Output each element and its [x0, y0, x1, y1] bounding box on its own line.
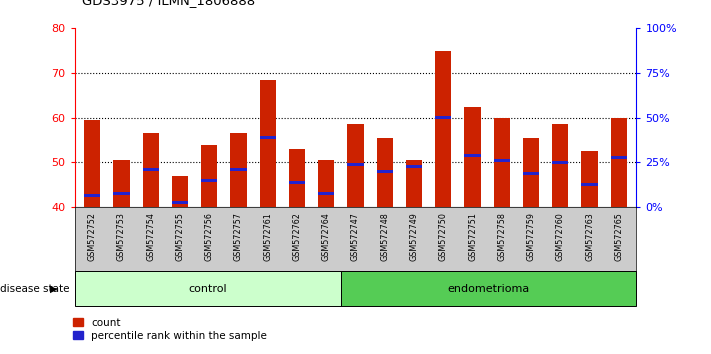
Legend: count, percentile rank within the sample: count, percentile rank within the sample — [69, 314, 271, 345]
Text: GSM572751: GSM572751 — [468, 212, 477, 261]
Text: GSM572754: GSM572754 — [146, 212, 155, 261]
Text: disease state: disease state — [0, 284, 70, 293]
Bar — [493, 118, 510, 207]
Bar — [230, 133, 247, 207]
Text: GSM572763: GSM572763 — [585, 212, 594, 261]
Bar — [143, 167, 159, 171]
Text: GSM572755: GSM572755 — [176, 212, 184, 261]
Bar — [377, 138, 392, 207]
Bar — [582, 151, 597, 207]
Bar — [289, 181, 305, 184]
Text: GSM572752: GSM572752 — [87, 212, 97, 261]
Bar — [319, 160, 334, 207]
Bar — [230, 167, 247, 171]
Bar — [201, 144, 218, 207]
Bar — [493, 159, 510, 162]
Text: GSM572765: GSM572765 — [614, 212, 624, 261]
Bar — [552, 124, 568, 207]
Bar — [377, 170, 392, 173]
Bar — [114, 160, 129, 207]
Text: endometrioma: endometrioma — [447, 284, 530, 293]
Text: ▶: ▶ — [50, 284, 57, 293]
Text: GSM572756: GSM572756 — [205, 212, 214, 261]
Bar — [523, 138, 539, 207]
Bar — [172, 176, 188, 207]
Text: GSM572749: GSM572749 — [410, 212, 419, 261]
Bar — [201, 179, 218, 182]
Text: GSM572761: GSM572761 — [263, 212, 272, 261]
Bar — [319, 192, 334, 195]
Bar — [464, 107, 481, 207]
Bar — [611, 118, 627, 207]
Bar — [289, 149, 305, 207]
Bar — [435, 51, 451, 207]
Bar — [582, 183, 597, 186]
Text: control: control — [188, 284, 227, 293]
Text: GDS3975 / ILMN_1806888: GDS3975 / ILMN_1806888 — [82, 0, 255, 7]
Text: GSM572760: GSM572760 — [556, 212, 565, 261]
Bar — [406, 165, 422, 169]
Text: GSM572757: GSM572757 — [234, 212, 243, 261]
Bar — [523, 172, 539, 175]
Text: GSM572748: GSM572748 — [380, 212, 389, 261]
Bar — [172, 201, 188, 204]
Bar — [464, 154, 481, 157]
Bar — [84, 194, 100, 198]
Bar — [260, 80, 276, 207]
Bar — [260, 136, 276, 139]
Bar — [143, 133, 159, 207]
Text: GSM572764: GSM572764 — [322, 212, 331, 261]
Text: GSM572759: GSM572759 — [527, 212, 535, 261]
Bar — [552, 161, 568, 164]
Text: GSM572758: GSM572758 — [497, 212, 506, 261]
Bar — [611, 156, 627, 160]
Text: GSM572747: GSM572747 — [351, 212, 360, 261]
Text: GSM572750: GSM572750 — [439, 212, 448, 261]
Bar — [341, 271, 636, 306]
Bar — [348, 124, 363, 207]
Bar — [435, 116, 451, 119]
Text: GSM572762: GSM572762 — [292, 212, 301, 261]
Bar — [114, 192, 129, 195]
Bar — [84, 120, 100, 207]
Bar — [75, 271, 341, 306]
Bar — [348, 163, 363, 166]
Text: GSM572753: GSM572753 — [117, 212, 126, 261]
Bar — [406, 160, 422, 207]
